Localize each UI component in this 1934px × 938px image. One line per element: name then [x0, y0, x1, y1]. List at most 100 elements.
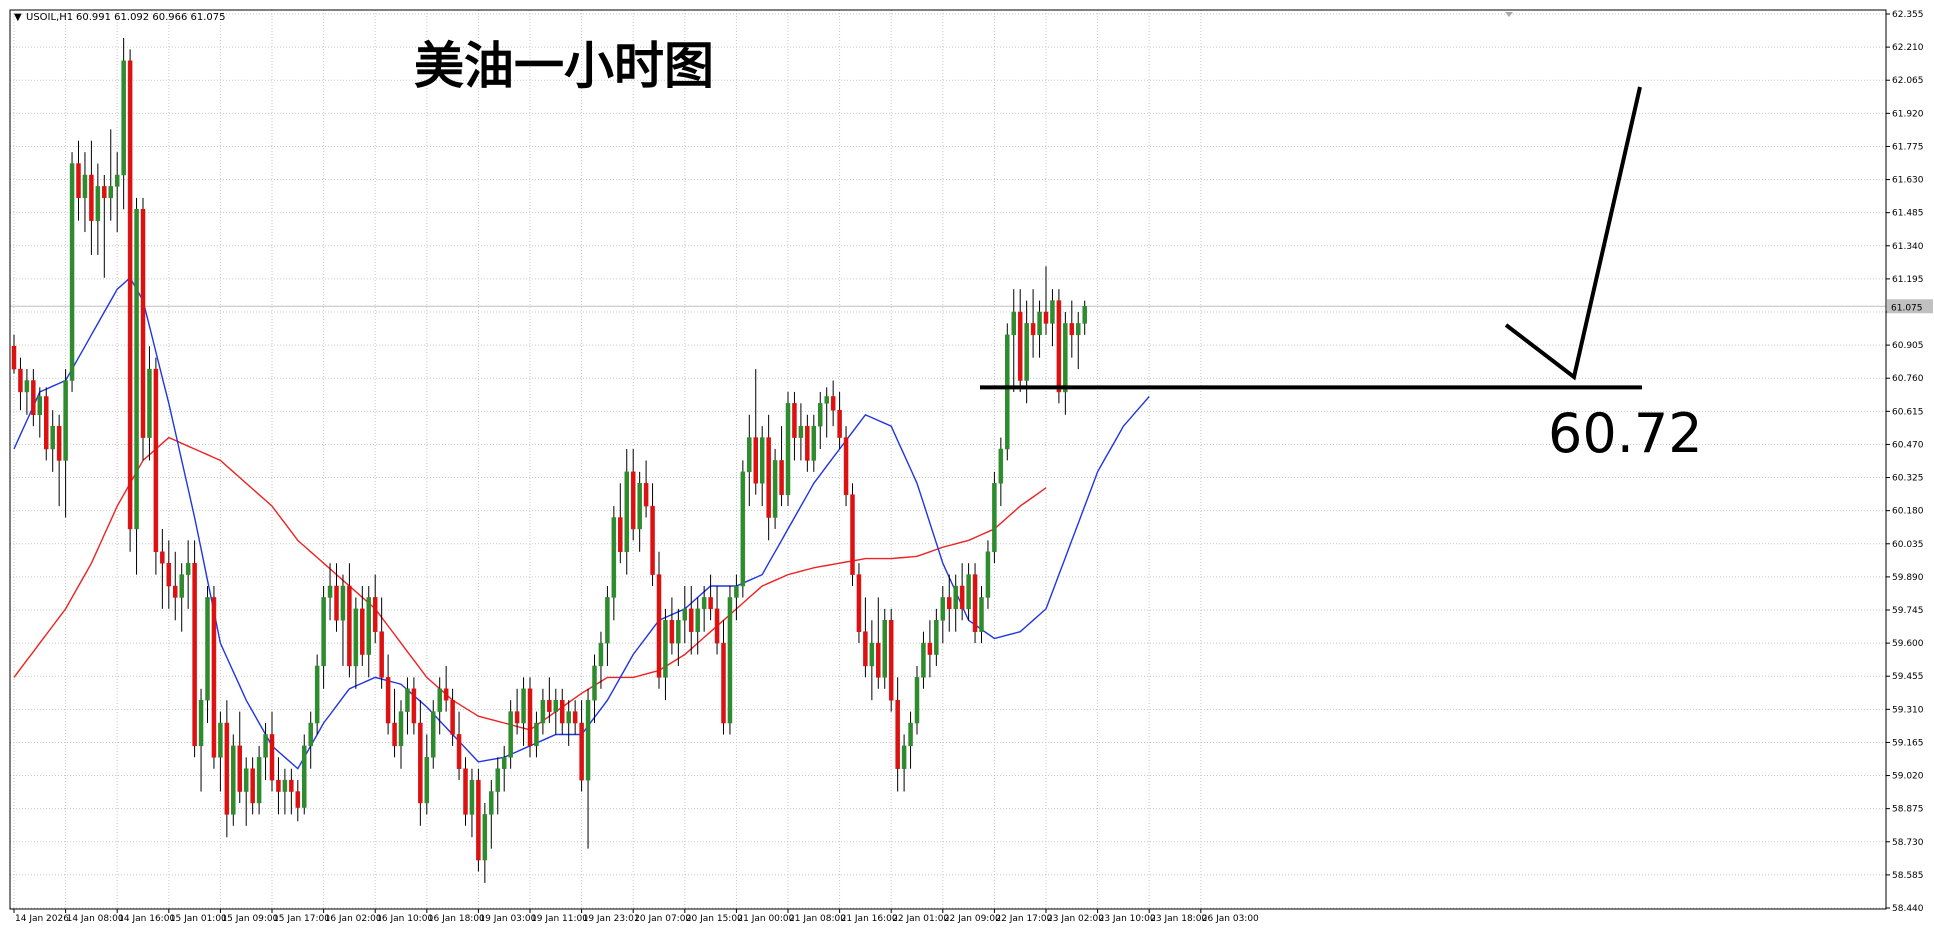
candle-body — [676, 620, 681, 644]
candle — [76, 140, 81, 221]
candle-body — [424, 757, 430, 804]
candle-body — [1050, 300, 1055, 324]
candle-body — [1069, 323, 1075, 336]
y-tick-label: 59.745 — [1892, 606, 1924, 616]
y-tick-label: 61.340 — [1892, 242, 1924, 252]
candle — [508, 700, 513, 769]
candle-body — [360, 608, 365, 655]
candle — [1082, 300, 1087, 335]
candle-body — [82, 174, 88, 199]
candle-body — [179, 574, 184, 598]
candle-body — [166, 562, 172, 587]
candle — [295, 780, 301, 822]
x-tick-label: 20 Jan 15:00 — [686, 914, 743, 924]
candle-body — [482, 814, 488, 861]
candle — [392, 688, 397, 758]
candle-body — [289, 779, 294, 792]
candle — [701, 586, 707, 632]
candle-body — [547, 699, 552, 712]
y-tick-label: 62.210 — [1892, 43, 1924, 53]
candle-body — [772, 460, 778, 518]
x-tick-label: 20 Jan 07:00 — [634, 914, 691, 924]
candle-body — [992, 483, 997, 553]
candle-body — [334, 585, 339, 621]
ohlc-readout: 60.991 61.092 60.966 61.075 — [76, 12, 226, 23]
candle-body — [818, 403, 823, 427]
candle-body — [211, 597, 217, 758]
candle — [282, 768, 288, 815]
candle-body — [721, 642, 726, 724]
candle-body — [1082, 306, 1087, 324]
candle-body — [863, 631, 868, 667]
candle — [727, 586, 733, 735]
y-tick-label: 60.325 — [1892, 474, 1924, 484]
candle — [714, 586, 720, 655]
candle-body — [250, 768, 255, 804]
candle — [63, 369, 68, 518]
candle-body — [979, 597, 984, 632]
dropdown-arrow-icon[interactable]: ▼ — [14, 12, 22, 23]
candle — [560, 688, 565, 735]
candle — [534, 711, 539, 758]
candle-body — [560, 699, 565, 724]
candle-body — [966, 574, 971, 610]
candle-body — [908, 722, 913, 747]
candle-body — [18, 368, 23, 393]
plot-frame — [9, 9, 1887, 910]
candle — [540, 688, 546, 735]
candle-body — [579, 722, 584, 781]
candle-body — [727, 597, 733, 724]
candle — [360, 586, 365, 666]
candle-body — [1005, 334, 1010, 450]
x-tick-label: 15 Jan 09:00 — [221, 914, 278, 924]
candle — [663, 608, 668, 701]
candle-body — [663, 620, 668, 678]
candle-body — [37, 396, 43, 416]
candle — [998, 437, 1004, 507]
candle-body — [759, 437, 765, 484]
candle-body — [1037, 311, 1042, 336]
candle-body — [837, 409, 842, 438]
candle-body — [514, 711, 520, 724]
candle-body — [689, 608, 694, 632]
annotations — [980, 86, 1642, 390]
candle — [366, 586, 371, 678]
candle — [695, 597, 700, 655]
candle-body — [921, 642, 926, 678]
candle-body — [347, 585, 352, 667]
candle — [566, 700, 571, 746]
candle — [598, 631, 604, 689]
candle — [1056, 289, 1062, 404]
candle-body — [592, 665, 597, 701]
candle — [1011, 289, 1016, 392]
x-tick-label: 23 Jan 18:00 — [1150, 914, 1207, 924]
candle — [160, 528, 165, 609]
candle — [624, 449, 629, 575]
candle-body — [934, 620, 939, 655]
candle — [882, 608, 887, 689]
x-tick-label: 14 Jan 08:00 — [67, 914, 124, 924]
candle — [888, 608, 894, 712]
candle-body — [469, 779, 475, 815]
candle — [250, 757, 255, 815]
y-tick-label: 59.165 — [1892, 738, 1924, 748]
candle-body — [850, 494, 855, 575]
candle — [611, 506, 617, 621]
candle-body — [11, 346, 17, 370]
candle — [224, 700, 230, 838]
x-tick-label: 21 Jan 08:00 — [789, 914, 846, 924]
candle — [411, 677, 417, 735]
candle-body — [572, 711, 578, 724]
candle — [256, 745, 262, 815]
candle — [1069, 300, 1075, 358]
candle — [56, 414, 62, 507]
candle — [372, 574, 378, 644]
candle-body — [1024, 323, 1029, 381]
candle — [947, 574, 952, 632]
candle-body — [985, 551, 991, 598]
candle-body — [740, 471, 746, 587]
y-tick-label: 58.730 — [1892, 838, 1924, 848]
candle-body — [443, 688, 449, 701]
